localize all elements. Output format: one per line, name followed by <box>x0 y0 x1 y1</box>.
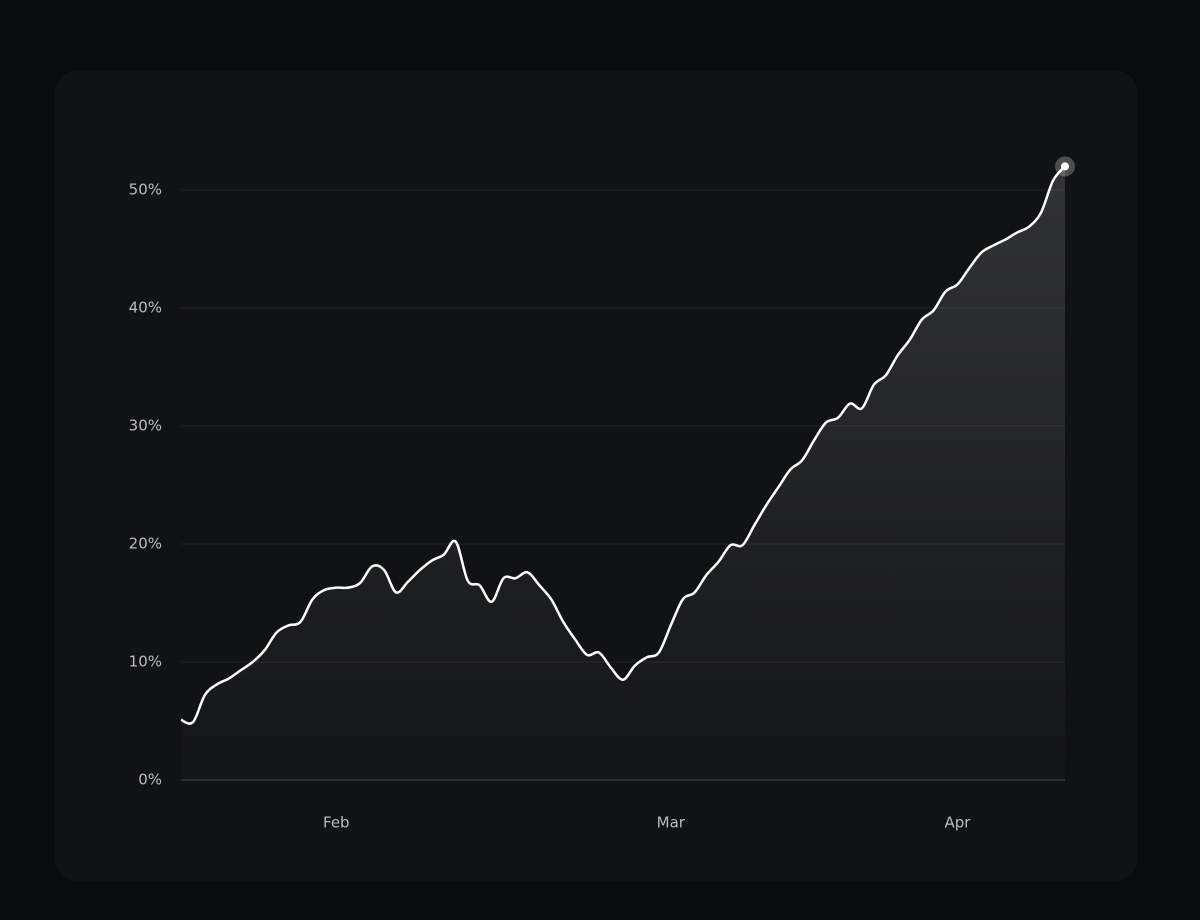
y-tick-label: 0% <box>138 771 162 789</box>
x-tick-label: Mar <box>657 814 686 832</box>
line <box>180 165 1066 725</box>
y-tick-label: 50% <box>129 181 162 199</box>
y-tick-label: 30% <box>129 417 162 435</box>
y-tick-label: 20% <box>129 535 162 553</box>
area <box>181 166 1065 780</box>
end-point <box>1061 162 1069 171</box>
x-tick-label: Apr <box>945 814 972 832</box>
x-tick-label: Feb <box>323 814 350 832</box>
y-tick-label: 10% <box>129 653 162 671</box>
y-tick-label: 40% <box>129 299 162 317</box>
